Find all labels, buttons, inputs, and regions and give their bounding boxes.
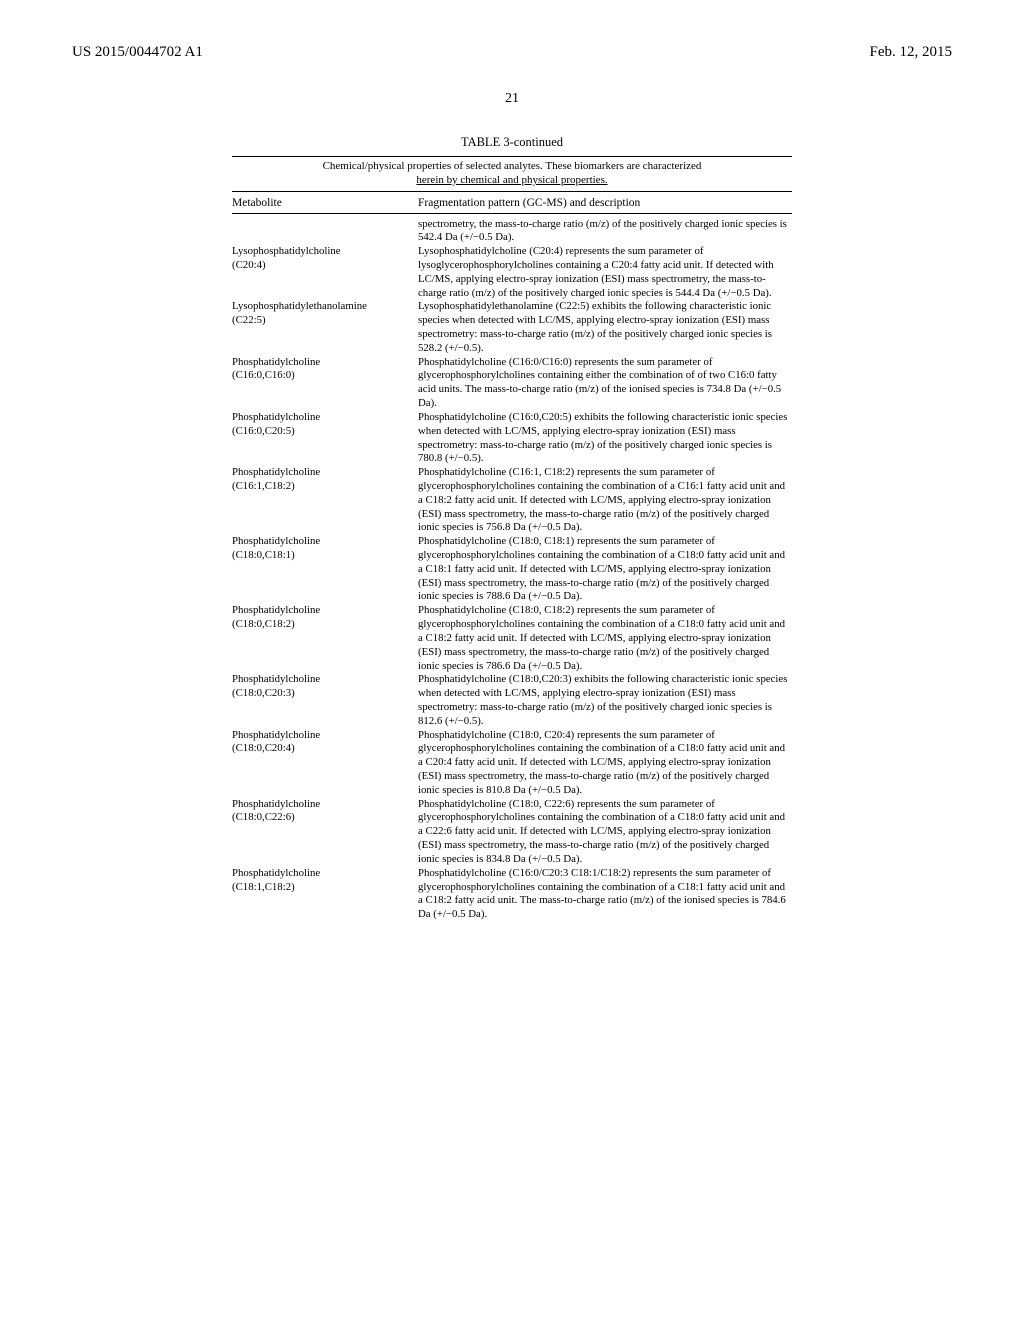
metabolite-name: Phosphatidylcholine <box>232 798 412 812</box>
header-left: US 2015/0044702 A1 <box>72 44 203 61</box>
column-headers: Metabolite Fragmentation pattern (GC-MS)… <box>232 192 792 214</box>
table-3: TABLE 3-continued Chemical/physical prop… <box>232 135 792 922</box>
metabolite-name: Phosphatidylcholine <box>232 604 412 618</box>
metabolite-sub: (C16:1,C18:2) <box>232 480 412 494</box>
metabolite-sub: (C18:0,C18:2) <box>232 618 412 632</box>
table-row: Phosphatidylcholine(C18:0,C20:4)Phosphat… <box>232 729 792 798</box>
description-cell: Phosphatidylcholine (C16:0/C16:0) repres… <box>418 356 792 411</box>
table-rows: spectrometry, the mass-to-charge ratio (… <box>232 214 792 922</box>
metabolite-cell: Lysophosphatidylethanolamine(C22:5) <box>232 300 418 355</box>
table-caption: Chemical/physical properties of selected… <box>232 156 792 192</box>
description-cell: Phosphatidylcholine (C18:0, C22:6) repre… <box>418 798 792 867</box>
metabolite-sub: (C18:0,C22:6) <box>232 811 412 825</box>
table-row: Phosphatidylcholine(C18:0,C18:2)Phosphat… <box>232 604 792 673</box>
metabolite-sub: (C20:4) <box>232 259 412 273</box>
metabolite-cell: Lysophosphatidylcholine(C20:4) <box>232 245 418 300</box>
metabolite-sub: (C16:0,C20:5) <box>232 425 412 439</box>
description-cell: Phosphatidylcholine (C18:0, C18:1) repre… <box>418 535 792 604</box>
metabolite-cell: Phosphatidylcholine(C16:1,C18:2) <box>232 466 418 535</box>
metabolite-cell: Phosphatidylcholine(C18:0,C20:4) <box>232 729 418 798</box>
metabolite-sub: (C18:0,C18:1) <box>232 549 412 563</box>
metabolite-name: Phosphatidylcholine <box>232 729 412 743</box>
description-cell: Phosphatidylcholine (C18:0, C20:4) repre… <box>418 729 792 798</box>
metabolite-sub: (C22:5) <box>232 314 412 328</box>
metabolite-name: Phosphatidylcholine <box>232 673 412 687</box>
page-header: US 2015/0044702 A1 Feb. 12, 2015 <box>72 44 952 61</box>
metabolite-name: Phosphatidylcholine <box>232 411 412 425</box>
table-row: Lysophosphatidylethanolamine(C22:5)Lysop… <box>232 300 792 355</box>
page-number: 21 <box>72 91 952 107</box>
description-cell: Phosphatidylcholine (C18:0,C20:3) exhibi… <box>418 673 792 728</box>
description-cell: Phosphatidylcholine (C16:0,C20:5) exhibi… <box>418 411 792 466</box>
description-cell: Phosphatidylcholine (C16:0/C20:3 C18:1/C… <box>418 867 792 922</box>
metabolite-name: Phosphatidylcholine <box>232 356 412 370</box>
table-row: Phosphatidylcholine(C18:0,C20:3)Phosphat… <box>232 673 792 728</box>
metabolite-cell: Phosphatidylcholine(C18:0,C18:1) <box>232 535 418 604</box>
table-row: Phosphatidylcholine(C18:0,C22:6)Phosphat… <box>232 798 792 867</box>
metabolite-sub: (C16:0,C16:0) <box>232 369 412 383</box>
table-row: Phosphatidylcholine(C16:0,C20:5)Phosphat… <box>232 411 792 466</box>
metabolite-name: Phosphatidylcholine <box>232 466 412 480</box>
table-row: Phosphatidylcholine(C18:1,C18:2)Phosphat… <box>232 867 792 922</box>
metabolite-name: Phosphatidylcholine <box>232 535 412 549</box>
description-cell: Lysophosphatidylcholine (C20:4) represen… <box>418 245 792 300</box>
metabolite-name: Lysophosphatidylcholine <box>232 245 412 259</box>
metabolite-name: Phosphatidylcholine <box>232 867 412 881</box>
metabolite-cell <box>232 218 418 246</box>
table-row: Phosphatidylcholine(C16:1,C18:2)Phosphat… <box>232 466 792 535</box>
table-title: TABLE 3-continued <box>232 135 792 150</box>
description-cell: spectrometry, the mass-to-charge ratio (… <box>418 218 792 246</box>
metabolite-name: Lysophosphatidylethanolamine <box>232 300 412 314</box>
table-row: Lysophosphatidylcholine(C20:4)Lysophosph… <box>232 245 792 300</box>
metabolite-sub: (C18:0,C20:3) <box>232 687 412 701</box>
caption-line-1: Chemical/physical properties of selected… <box>323 160 702 172</box>
table-row: spectrometry, the mass-to-charge ratio (… <box>232 218 792 246</box>
caption-line-2: herein by chemical and physical properti… <box>416 174 607 186</box>
table-row: Phosphatidylcholine(C16:0,C16:0)Phosphat… <box>232 356 792 411</box>
header-right: Feb. 12, 2015 <box>870 44 953 61</box>
table-row: Phosphatidylcholine(C18:0,C18:1)Phosphat… <box>232 535 792 604</box>
metabolite-cell: Phosphatidylcholine(C18:0,C22:6) <box>232 798 418 867</box>
metabolite-cell: Phosphatidylcholine(C18:0,C18:2) <box>232 604 418 673</box>
metabolite-sub: (C18:0,C20:4) <box>232 742 412 756</box>
metabolite-cell: Phosphatidylcholine(C16:0,C16:0) <box>232 356 418 411</box>
metabolite-cell: Phosphatidylcholine(C16:0,C20:5) <box>232 411 418 466</box>
column-header-metabolite: Metabolite <box>232 197 418 209</box>
column-header-description: Fragmentation pattern (GC-MS) and descri… <box>418 197 792 209</box>
description-cell: Lysophosphatidylethanolamine (C22:5) exh… <box>418 300 792 355</box>
metabolite-cell: Phosphatidylcholine(C18:1,C18:2) <box>232 867 418 922</box>
description-cell: Phosphatidylcholine (C18:0, C18:2) repre… <box>418 604 792 673</box>
metabolite-sub: (C18:1,C18:2) <box>232 881 412 895</box>
description-cell: Phosphatidylcholine (C16:1, C18:2) repre… <box>418 466 792 535</box>
metabolite-cell: Phosphatidylcholine(C18:0,C20:3) <box>232 673 418 728</box>
